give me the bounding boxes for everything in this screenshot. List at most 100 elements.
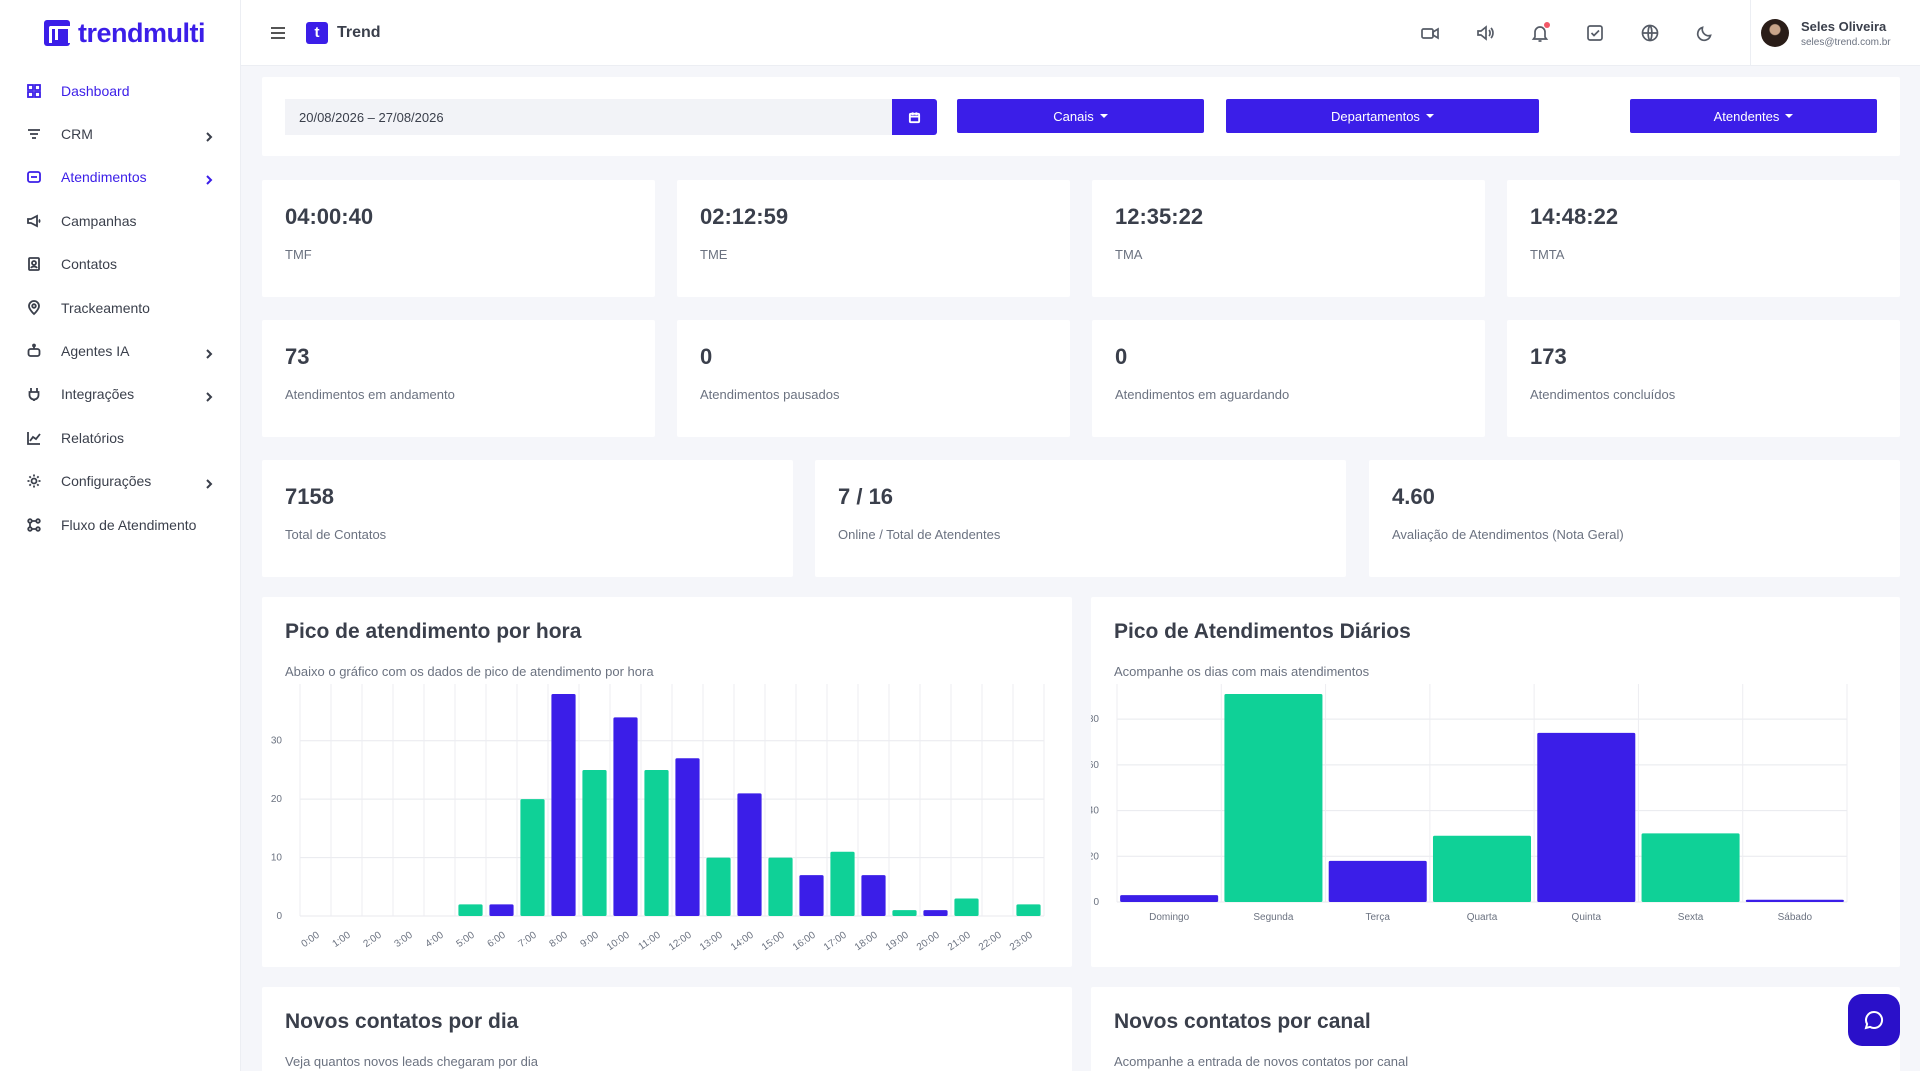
bar[interactable] — [520, 799, 545, 916]
x-tick-label: Segunda — [1253, 912, 1293, 923]
novos-contatos-canal-card: Novos contatos por canal Acompanhe a ent… — [1091, 987, 1900, 1071]
departamentos-dropdown[interactable]: Departamentos — [1226, 99, 1539, 133]
card-subtitle: Veja quantos novos leads chegaram por di… — [285, 1054, 538, 1069]
chevron-right-icon — [204, 346, 214, 359]
x-tick-label: 11:00 — [637, 930, 664, 953]
sidebar-item-atendimentos[interactable]: Atendimentos — [0, 156, 240, 199]
bar[interactable] — [1537, 732, 1636, 902]
sidebar-item-crm[interactable]: CRM — [0, 112, 240, 155]
canais-label: Canais — [1053, 108, 1094, 124]
bar[interactable] — [1641, 833, 1740, 902]
bar[interactable] — [1224, 694, 1323, 902]
hourly-bar-chart: 0 10 20 30 0:00 1:00 2:00 3:00 4:00 5:00 6:00 7:00 8… — [271, 684, 1045, 954]
bar[interactable] — [582, 769, 607, 916]
notification-dot — [1544, 22, 1550, 28]
x-tick-label: 10:00 — [605, 930, 632, 954]
bell-icon[interactable] — [1530, 22, 1550, 43]
chevron-right-icon — [204, 172, 214, 186]
sidebar-item-campanhas[interactable]: Campanhas — [0, 199, 240, 242]
stat-label: Atendimentos em andamento — [285, 387, 455, 402]
hamburger-menu-icon[interactable] — [269, 24, 287, 42]
stat-label: Avaliação de Atendimentos (Nota Geral) — [1392, 527, 1624, 542]
x-tick-label: 18:00 — [853, 930, 880, 954]
bar[interactable] — [613, 717, 638, 916]
bar[interactable] — [892, 910, 917, 916]
x-tick-label: 12:00 — [667, 930, 694, 954]
date-range-input[interactable] — [285, 99, 892, 135]
bar[interactable] — [675, 758, 700, 916]
bar[interactable] — [1745, 899, 1844, 902]
bar[interactable] — [1432, 835, 1532, 902]
sidebar-item-label: Dashboard — [61, 82, 130, 99]
y-tick-label: 30 — [271, 736, 283, 747]
x-tick-label: 7:00 — [516, 930, 539, 950]
bar[interactable] — [861, 875, 886, 916]
user-menu[interactable]: Seles Oliveira seles@trend.com.br — [1750, 0, 1920, 66]
bar[interactable] — [1120, 895, 1219, 902]
atendentes-label: Atendentes — [1713, 108, 1780, 124]
bar[interactable] — [768, 857, 793, 916]
x-tick-label: 22:00 — [977, 930, 1004, 954]
brand-name: Trend — [337, 23, 381, 41]
stat-card-em-andamento: 73 Atendimentos em andamento — [262, 320, 655, 437]
chat-fab-button[interactable] — [1848, 994, 1900, 1046]
stat-label: TMA — [1115, 247, 1143, 262]
logo[interactable]: trendmulti — [0, 0, 240, 66]
y-tick-label: 20 — [271, 794, 283, 805]
bar[interactable] — [551, 694, 576, 916]
sidebar-item-fluxo-de-atendimento[interactable]: Fluxo de Atendimento — [0, 503, 240, 546]
x-tick-label: Quinta — [1572, 912, 1602, 923]
stat-card-avaliacao: 4.60 Avaliação de Atendimentos (Nota Ger… — [1369, 460, 1900, 577]
novos-contatos-dia-card: Novos contatos por dia Veja quantos novo… — [262, 987, 1072, 1071]
speaker-icon[interactable] — [1475, 23, 1495, 43]
bar[interactable] — [737, 793, 762, 916]
bar[interactable] — [458, 904, 483, 916]
x-tick-label: 9:00 — [578, 930, 601, 950]
stat-card-pausados: 0 Atendimentos pausados — [677, 320, 1070, 437]
sidebar-item-dashboard[interactable]: Dashboard — [0, 69, 240, 112]
sidebar-item-agentes-ia[interactable]: Agentes IA — [0, 329, 240, 372]
x-tick-label: 3:00 — [392, 930, 415, 950]
bar[interactable] — [489, 904, 514, 916]
checkbox-icon[interactable] — [1585, 23, 1605, 43]
sidebar-item-contatos[interactable]: Contatos — [0, 243, 240, 286]
stat-label: Total de Contatos — [285, 527, 387, 542]
y-tick-label: 20 — [1091, 851, 1099, 862]
sidebar-item-label: Atendimentos — [61, 169, 147, 186]
bar[interactable] — [830, 851, 855, 916]
x-tick-label: 20:00 — [915, 930, 942, 954]
y-tick-label: 0 — [276, 911, 282, 922]
bar[interactable] — [954, 898, 979, 916]
bar[interactable] — [1328, 860, 1427, 902]
x-tick-label: 16:00 — [791, 930, 818, 954]
avatar — [1761, 19, 1789, 47]
x-tick-label: 19:00 — [884, 930, 911, 954]
chart-subtitle: Abaixo o gráfico com os dados de pico de… — [285, 664, 654, 679]
robot-icon — [26, 343, 42, 359]
video-icon[interactable] — [1420, 23, 1440, 43]
sidebar-item-label: Trackeamento — [61, 299, 150, 316]
canais-dropdown[interactable]: Canais — [957, 99, 1204, 133]
chart-title: Pico de atendimento por hora — [285, 620, 582, 643]
chart-title: Pico de Atendimentos Diários — [1114, 620, 1411, 643]
sidebar-item-integra-es[interactable]: Integrações — [0, 373, 240, 416]
bar[interactable] — [799, 875, 824, 916]
y-tick-label: 80 — [1091, 714, 1099, 725]
plug-icon — [26, 386, 42, 402]
bar[interactable] — [706, 857, 731, 916]
globe-icon[interactable] — [1640, 23, 1660, 43]
calendar-button[interactable] — [892, 99, 937, 135]
sidebar-item-configura-es[interactable]: Configurações — [0, 460, 240, 503]
stat-card-tmta: 14:48:22 TMTA — [1507, 180, 1900, 297]
bar[interactable] — [644, 769, 669, 916]
moon-icon[interactable] — [1695, 23, 1715, 43]
y-tick-label: 40 — [1091, 806, 1099, 817]
atendentes-dropdown[interactable]: Atendentes — [1630, 99, 1877, 133]
sidebar-item-trackeamento[interactable]: Trackeamento — [0, 286, 240, 329]
stat-card-tmf: 04:00:40 TMF — [262, 180, 655, 297]
sidebar-item-relat-rios[interactable]: Relatórios — [0, 416, 240, 459]
bar[interactable] — [923, 910, 948, 916]
sidebar-nav: Dashboard CRM Atendimentos Campanhas Contato… — [0, 69, 240, 546]
stat-value: 14:48:22 — [1530, 204, 1619, 229]
bar[interactable] — [1016, 904, 1041, 916]
